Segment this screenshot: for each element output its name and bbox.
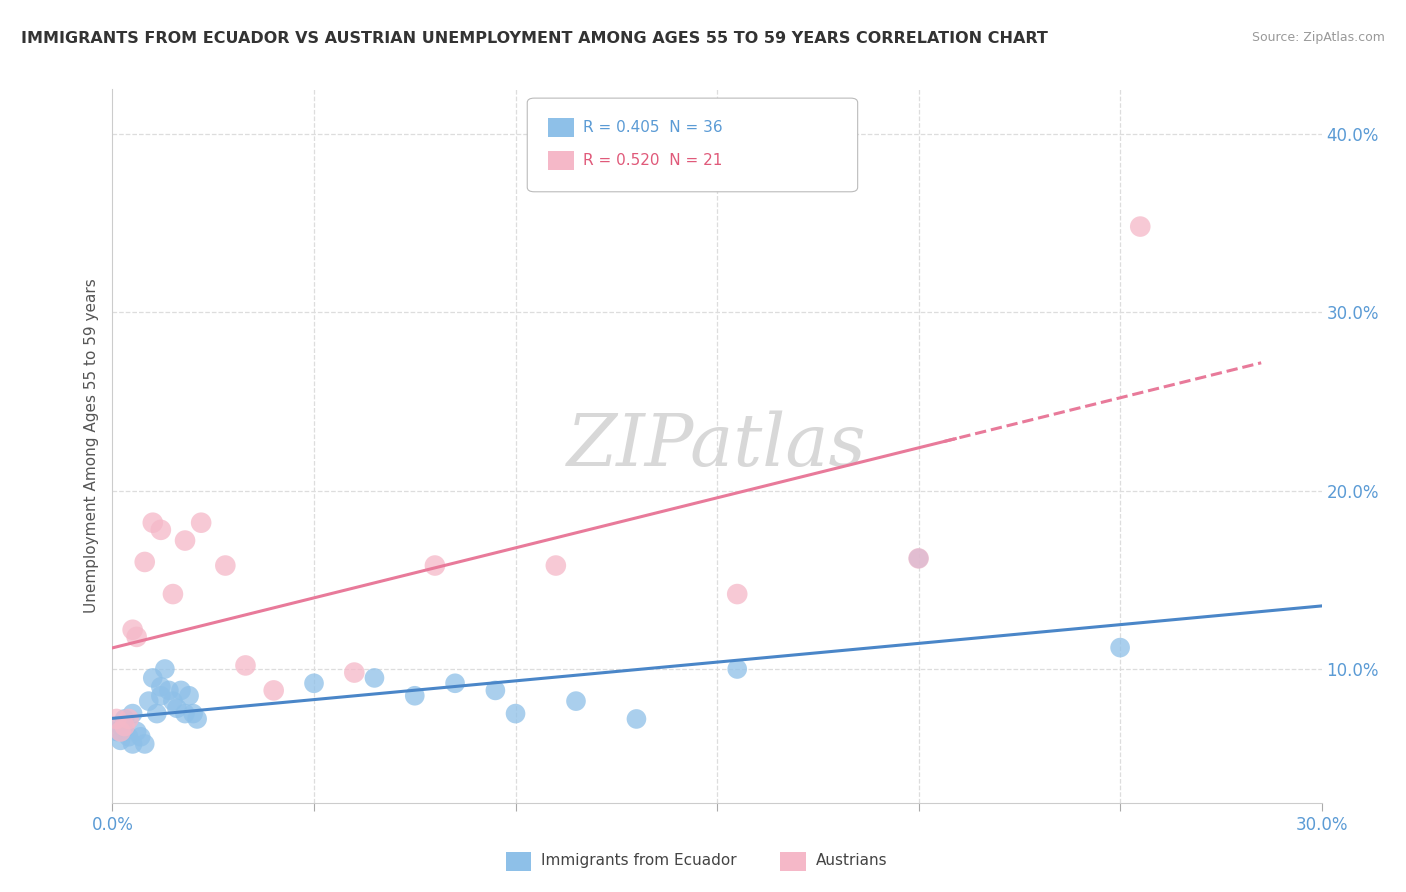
Point xyxy=(129,730,152,744)
Point xyxy=(114,724,136,739)
Point xyxy=(725,662,748,676)
Point xyxy=(149,689,172,703)
Point xyxy=(138,694,160,708)
Text: R = 0.405  N = 36: R = 0.405 N = 36 xyxy=(583,120,723,135)
Point xyxy=(146,706,169,721)
Text: Austrians: Austrians xyxy=(815,854,887,868)
Point xyxy=(149,523,172,537)
Text: IMMIGRANTS FROM ECUADOR VS AUSTRIAN UNEMPLOYMENT AMONG AGES 55 TO 59 YEARS CORRE: IMMIGRANTS FROM ECUADOR VS AUSTRIAN UNEM… xyxy=(21,31,1047,46)
Point xyxy=(263,683,285,698)
Text: Immigrants from Ecuador: Immigrants from Ecuador xyxy=(541,854,737,868)
Point xyxy=(110,724,132,739)
Point xyxy=(125,724,148,739)
Y-axis label: Unemployment Among Ages 55 to 59 years: Unemployment Among Ages 55 to 59 years xyxy=(83,278,98,614)
Point xyxy=(505,706,527,721)
Point xyxy=(125,630,148,644)
Point xyxy=(121,706,143,721)
Text: ZIPatlas: ZIPatlas xyxy=(567,410,868,482)
Point xyxy=(404,689,426,703)
Point xyxy=(544,558,567,573)
Point xyxy=(117,730,139,744)
Text: R = 0.520  N = 21: R = 0.520 N = 21 xyxy=(583,153,723,168)
Point xyxy=(121,737,143,751)
Point xyxy=(170,683,193,698)
Point xyxy=(134,555,156,569)
Point xyxy=(162,587,184,601)
Point xyxy=(1109,640,1132,655)
Point xyxy=(190,516,212,530)
Point xyxy=(117,712,139,726)
Point xyxy=(423,558,446,573)
Point xyxy=(114,712,136,726)
Point xyxy=(444,676,467,690)
Point xyxy=(565,694,588,708)
Point xyxy=(174,533,197,548)
Point xyxy=(484,683,506,698)
Point xyxy=(142,516,165,530)
Point xyxy=(626,712,648,726)
Point xyxy=(153,662,176,676)
Point xyxy=(110,733,132,747)
Point xyxy=(302,676,325,690)
Point xyxy=(1129,219,1152,234)
Point xyxy=(174,706,197,721)
Point xyxy=(105,712,128,726)
Point xyxy=(105,724,128,739)
Point xyxy=(142,671,165,685)
Point xyxy=(162,694,184,708)
Point xyxy=(121,623,143,637)
Point xyxy=(181,706,204,721)
Point xyxy=(907,551,929,566)
Point xyxy=(363,671,385,685)
Point xyxy=(114,719,136,733)
Point xyxy=(343,665,366,680)
Point xyxy=(166,701,188,715)
Point xyxy=(235,658,257,673)
Point xyxy=(157,683,180,698)
Point xyxy=(907,551,929,566)
Point xyxy=(725,587,748,601)
Point xyxy=(177,689,200,703)
Point xyxy=(110,719,132,733)
Point xyxy=(214,558,236,573)
Text: Source: ZipAtlas.com: Source: ZipAtlas.com xyxy=(1251,31,1385,45)
Point xyxy=(149,680,172,694)
Point xyxy=(186,712,208,726)
Point xyxy=(134,737,156,751)
